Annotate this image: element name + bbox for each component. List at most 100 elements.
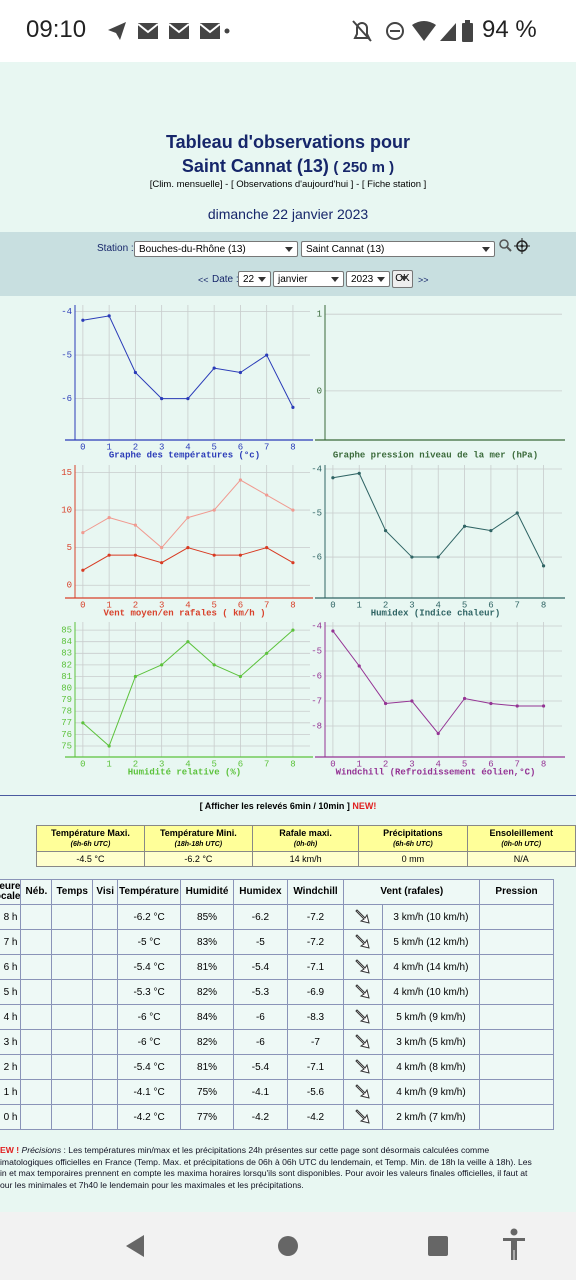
chart-title: Graphe des températures (°c)	[109, 450, 260, 460]
department-select[interactable]: Bouches-du-Rhône (13)	[134, 241, 298, 257]
x-tick-label: 8	[290, 600, 295, 610]
wind-arrow	[355, 933, 370, 949]
wind-direction	[343, 979, 383, 1005]
x-tick-label: 5	[211, 600, 216, 610]
data-point	[186, 397, 190, 401]
detail-link[interactable]: [ Afficher les relevés 6min / 10min ]	[199, 801, 350, 811]
station-title: Saint Cannat (13) ( 250 m )	[0, 156, 576, 177]
table-row: 5 h -5.3 °C 82% -5.3 -6.9 4 km/h (10 km/h)	[0, 979, 554, 1005]
cell-hour: 0 h	[0, 1104, 22, 1130]
empty-cell	[92, 929, 119, 955]
empty-cell	[20, 979, 53, 1005]
summary-header-title: Température Maxi.	[51, 827, 130, 838]
chart-title: Vent moyen/en rafales ( km/h )	[103, 608, 265, 618]
search-locate-icons[interactable]	[498, 238, 532, 256]
data-point	[186, 640, 190, 644]
column-header: Visi	[92, 879, 119, 905]
empty-cell	[479, 1079, 554, 1105]
data-point	[107, 515, 111, 520]
cell-hour: 2 h	[0, 1054, 22, 1080]
empty-cell	[479, 1004, 554, 1030]
cell-wind: 5 km/h (12 km/h)	[381, 929, 481, 955]
data-point	[436, 731, 440, 736]
cell-wind: 4 km/h (14 km/h)	[381, 954, 481, 980]
data-point	[410, 555, 414, 559]
next-day[interactable]: >>	[418, 275, 429, 285]
cell-temperature: -6.2 °C	[117, 904, 181, 930]
cell-humidity: 82%	[179, 979, 235, 1005]
cell-hour: 7 h	[0, 929, 22, 955]
x-tick-label: 0	[330, 600, 335, 610]
cell-wind: 3 km/h (5 km/h)	[381, 1029, 481, 1055]
x-tick-label: 8	[541, 759, 546, 769]
note: EW ! Précisions : Les températures min/m…	[0, 1145, 576, 1191]
column-header: Temps	[51, 879, 94, 905]
x-tick-label: 7	[515, 759, 520, 769]
data-point	[291, 405, 295, 409]
data-point	[291, 628, 295, 632]
y-tick-label: 10	[61, 505, 72, 515]
y-tick-label: 84	[61, 637, 72, 647]
summary-header: Précipitations (6h-6h UTC)	[358, 825, 468, 852]
accessibility-button[interactable]	[503, 1228, 525, 1261]
data-point	[515, 704, 519, 708]
wind-arrow	[355, 983, 370, 999]
data-point	[515, 511, 519, 515]
note-line: in et max temporaires prennent en compte…	[0, 1168, 528, 1178]
summary-value: 0 mm	[358, 851, 468, 867]
x-tick-label: 1	[106, 600, 111, 610]
column-header: Windchill	[286, 879, 345, 905]
back-button[interactable]	[126, 1235, 144, 1257]
x-tick-label: 1	[106, 442, 111, 452]
x-tick-label: 0	[80, 600, 85, 610]
home-button[interactable]	[278, 1236, 298, 1256]
new-badge: NEW!	[352, 801, 377, 811]
day-select[interactable]: 22	[238, 271, 271, 287]
x-tick-label: 2	[383, 600, 388, 610]
data-point	[212, 663, 216, 667]
note-prefix: EW !	[0, 1145, 20, 1155]
data-point	[383, 701, 388, 706]
data-point	[331, 629, 335, 633]
chart-title: Humidité relative (%)	[128, 767, 241, 777]
empty-cell	[92, 904, 119, 930]
observation-date: dimanche 22 janvier 2023	[207, 206, 369, 222]
empty-cell	[479, 904, 554, 930]
x-tick-label: 6	[488, 600, 493, 610]
data-point	[357, 471, 361, 475]
cell-humidity: 82%	[179, 1029, 235, 1055]
cell-temperature: -4.1 °C	[117, 1079, 181, 1105]
summary-header-period: (0h-0h UTC)	[501, 840, 542, 848]
year-select[interactable]: 2023	[346, 271, 390, 287]
y-tick-label: 83	[61, 649, 72, 659]
empty-cell	[20, 1054, 53, 1080]
ok-button[interactable]: OK	[392, 270, 413, 288]
cell-windchill: -8.3	[286, 1004, 345, 1030]
column-header: Vent (rafales)	[343, 879, 481, 905]
x-tick-label: 1	[106, 759, 111, 769]
cell-wind: 3 km/h (10 km/h)	[381, 904, 481, 930]
column-header: Humidex	[233, 879, 288, 905]
summary-header: Ensoleillement (0h-0h UTC)	[466, 825, 576, 852]
cell-humidex: -4.2	[233, 1104, 288, 1130]
x-tick-label: 3	[159, 442, 164, 452]
wind-direction	[343, 1029, 383, 1055]
x-tick-label: 4	[436, 600, 441, 610]
recents-button[interactable]	[428, 1236, 448, 1256]
x-tick-label: 8	[290, 442, 295, 452]
page-title: Tableau d'observations pour	[166, 132, 410, 152]
header-links[interactable]: [Clim. mensuelle] - [ Observations d'auj…	[149, 179, 427, 190]
y-tick-label: 75	[61, 741, 72, 751]
wind-arrow	[355, 1008, 370, 1024]
previous-day[interactable]: <<	[198, 275, 209, 285]
x-tick-label: 4	[436, 759, 441, 769]
cell-windchill: -7.2	[286, 904, 345, 930]
chart-title: Humidex (Indice chaleur)	[371, 608, 501, 618]
station-select[interactable]: Saint Cannat (13)	[301, 241, 495, 257]
y-tick-label: -5	[61, 350, 72, 360]
cell-humidity: 85%	[179, 904, 235, 930]
empty-cell	[51, 954, 94, 980]
month-select[interactable]: janvier	[273, 271, 344, 287]
data-point	[383, 529, 388, 533]
